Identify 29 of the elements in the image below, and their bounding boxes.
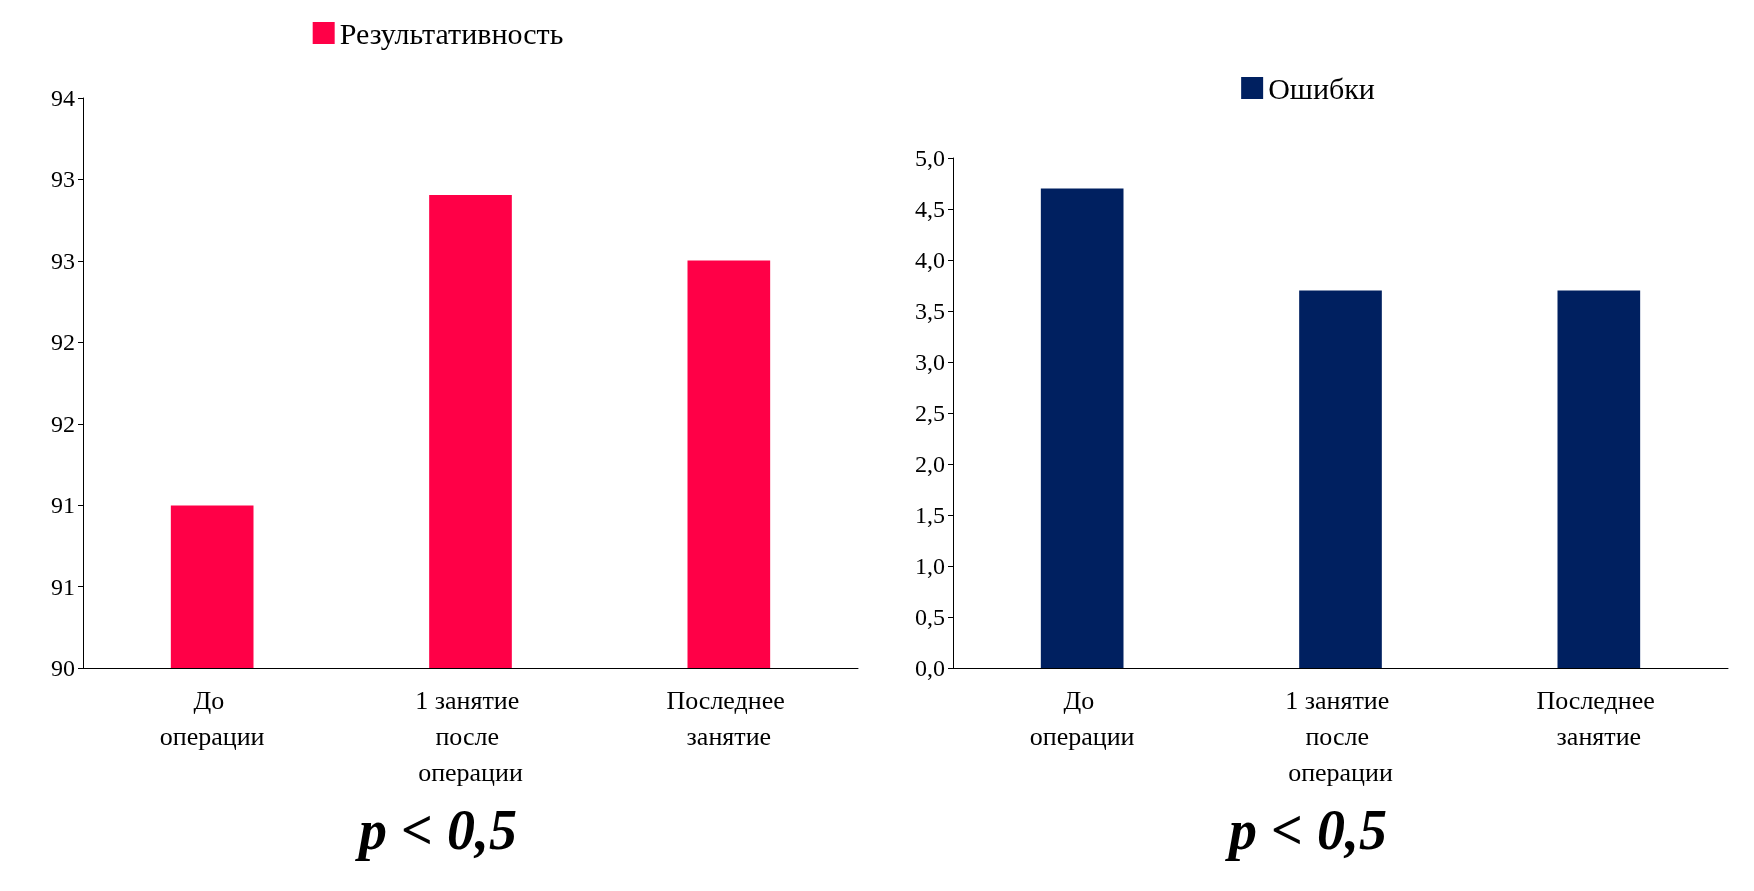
y-tick-label: 93 [51,166,75,193]
y-tick-label: 92 [51,329,75,356]
y-tick-label: 91 [51,573,75,600]
x-tick-label: 1 занятие после операции [415,685,526,787]
y-tick-label: 3,5 [915,298,945,324]
y-tick-label: 2,5 [915,400,945,426]
y-tick-label: 1,0 [915,553,945,579]
x-tick-label: 1 занятие после операции [1285,685,1396,787]
x-tick-label: До операции [1029,685,1135,751]
x-tick-label: Последнее занятие [666,685,792,751]
y-tick-label: 4,0 [915,247,945,273]
text: p < 0,5 [355,799,517,861]
y-tick-label: 4,5 [915,196,945,222]
x-tick-label: Последнее занятие [1536,685,1662,751]
y-tick-label: 94 [51,85,75,111]
y-tick-label: 1,5 [915,502,945,528]
y-tick-label: 5,0 [915,145,945,171]
legend-label: Ошибки [1268,71,1375,105]
text: p < 0,5 [1225,799,1387,861]
y-tick-label: 90 [51,655,75,681]
y-tick-label: 2,0 [915,451,945,477]
y-tick-label: 3,0 [915,349,945,375]
x-tick-label: До операции [159,685,265,751]
y-tick-label: 91 [51,492,75,519]
y-tick-label: 92 [51,410,75,437]
y-tick-label: 0,5 [915,604,945,630]
y-tick-label: 0,0 [915,655,945,681]
y-tick-label: 93 [51,247,75,274]
legend-label: Результативность [339,16,564,50]
